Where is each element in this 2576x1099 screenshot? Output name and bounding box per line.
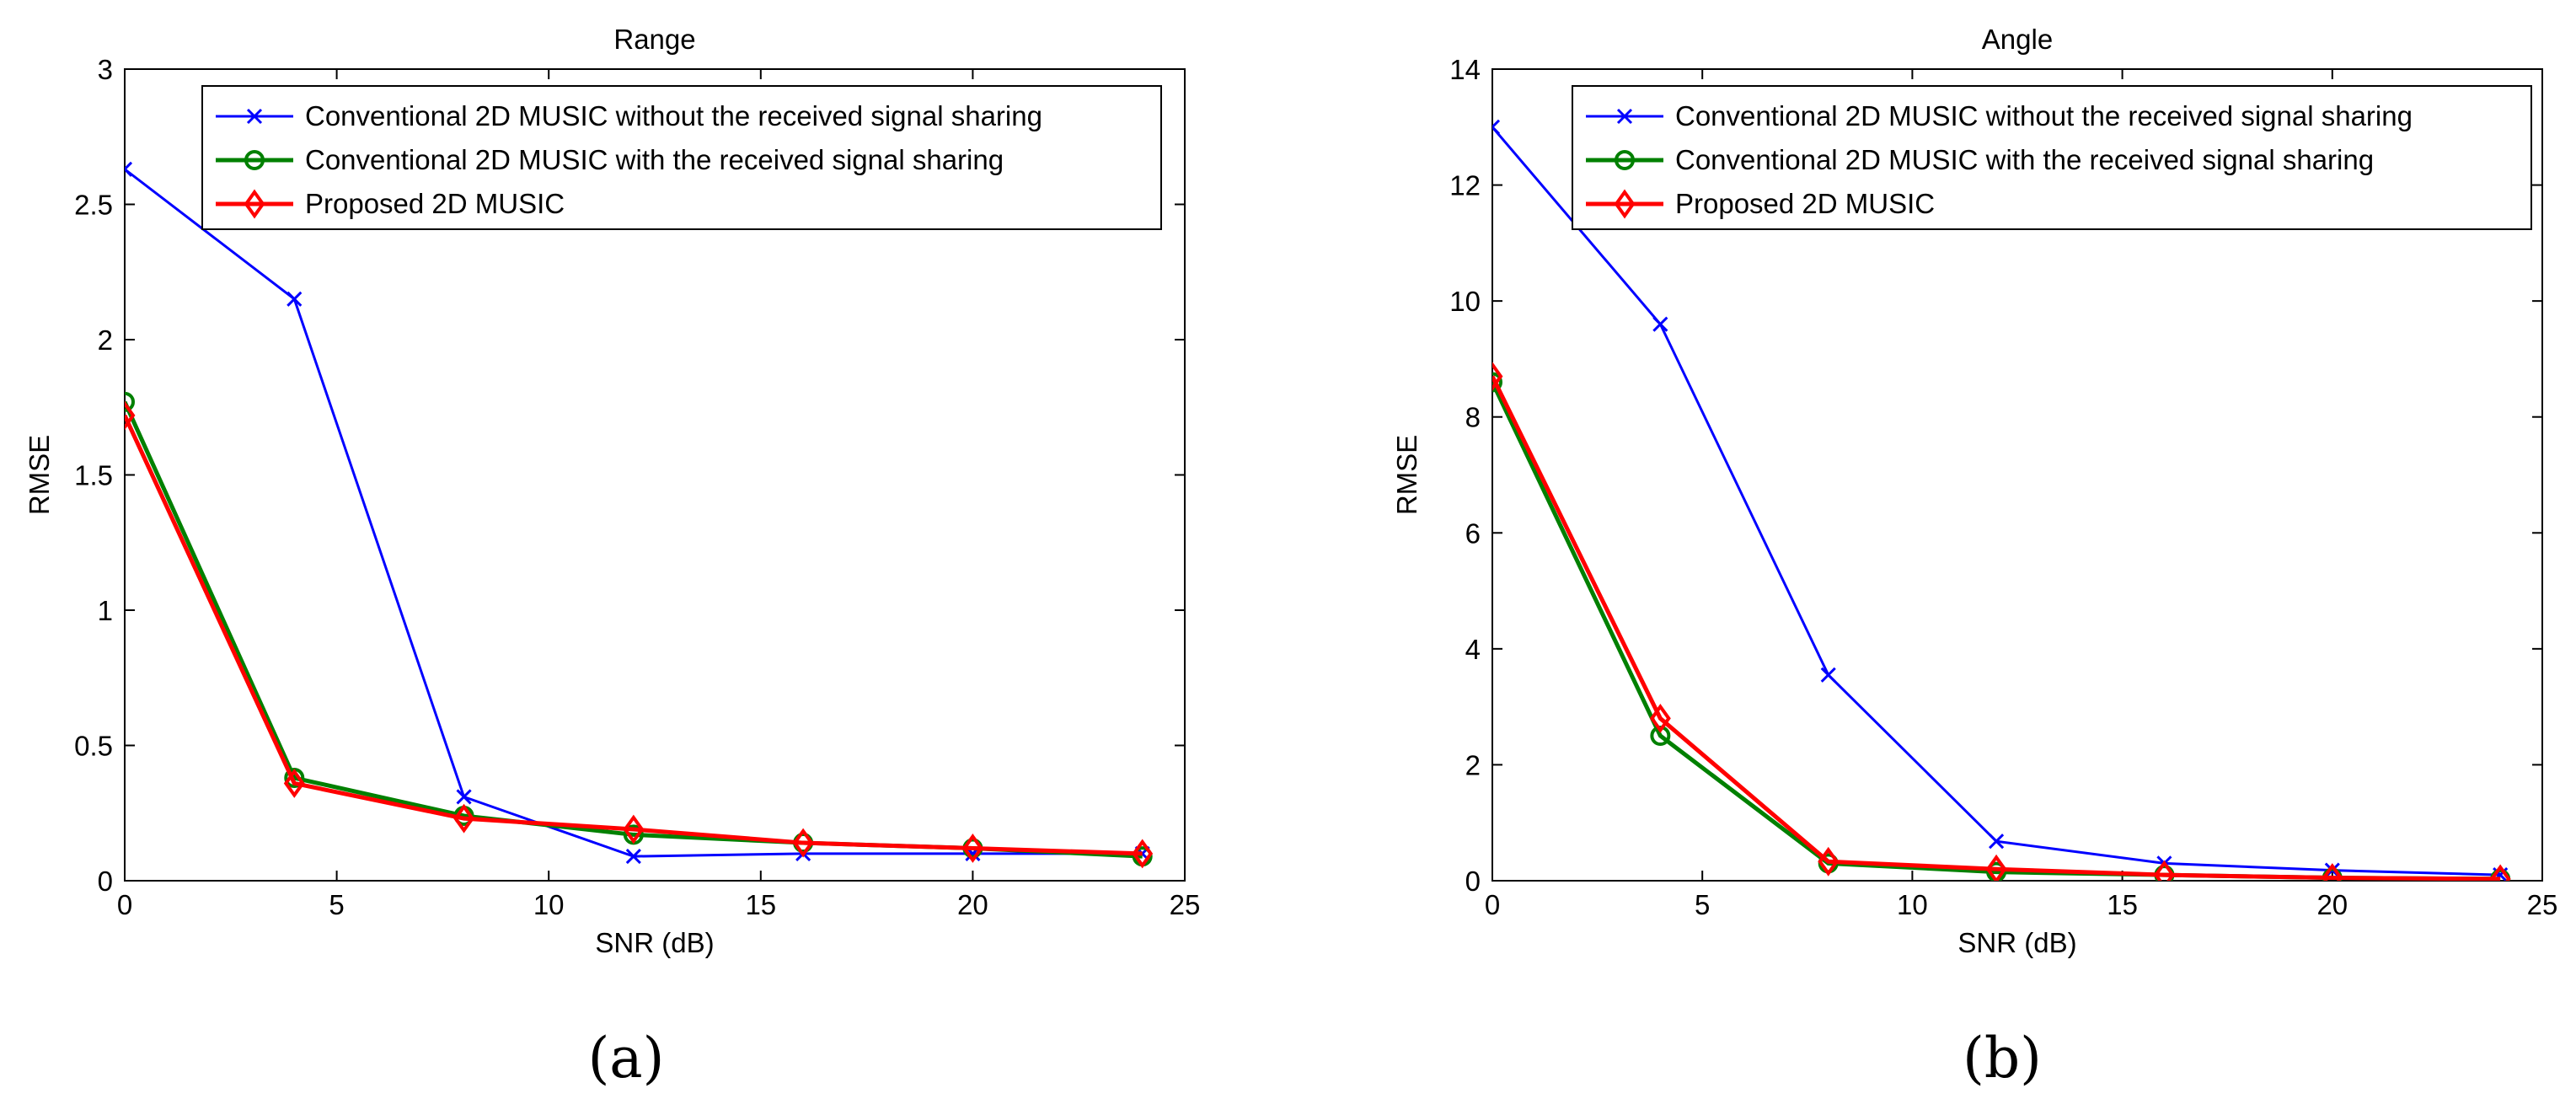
data-point <box>283 768 305 798</box>
y-tick-label: 0.5 <box>74 731 113 762</box>
y-tick-label: 8 <box>1465 402 1481 433</box>
legend: Conventional 2D MUSIC without the receiv… <box>201 85 1162 230</box>
x-tick-label: 20 <box>2316 889 2348 920</box>
data-point <box>244 189 265 219</box>
y-tick-label: 0 <box>98 866 113 897</box>
data-point <box>287 291 303 307</box>
legend-box <box>1572 85 2532 230</box>
y-axis-label: RMSE <box>24 435 55 515</box>
x-tick-label: 25 <box>1170 889 1201 920</box>
data-point <box>623 814 645 844</box>
data-point <box>1132 839 1154 869</box>
data-point-stroke <box>125 161 133 171</box>
x-tick-label: 10 <box>533 889 565 920</box>
y-tick-label: 12 <box>1449 170 1481 201</box>
y-axis-label: RMSE <box>1391 435 1422 515</box>
legend-entry: Conventional 2D MUSIC with the received … <box>305 144 1004 175</box>
data-point <box>1820 667 1836 683</box>
data-point-stroke <box>287 291 303 307</box>
data-point <box>1652 316 1668 332</box>
data-point <box>456 789 472 805</box>
data-point-stroke <box>625 849 641 865</box>
data-point <box>961 834 983 863</box>
chart-panel-b: Angle 0 5 10 15 20 25 0 2 4 6 8 10 12 14 SNR (dB) RMSE Co… <box>1391 24 2557 1091</box>
data-point-stroke <box>1989 834 2005 850</box>
data-point <box>2322 863 2343 881</box>
x-tick-label: 15 <box>745 889 776 920</box>
data-point-stroke <box>1652 316 1668 332</box>
y-tick-label: 14 <box>1449 54 1481 85</box>
data-point <box>1492 372 1502 393</box>
data-point-stroke <box>1820 667 1836 683</box>
legend-entry: Proposed 2D MUSIC <box>305 188 565 219</box>
y-tick-label: 10 <box>1449 286 1481 317</box>
data-point <box>246 108 263 125</box>
series-3 <box>125 400 1154 869</box>
x-axis-label: SNR (dB) <box>595 927 714 958</box>
data-point <box>2489 864 2511 881</box>
data-point-stroke <box>246 108 263 125</box>
x-tick-label: 5 <box>329 889 344 920</box>
x-tick-label: 20 <box>957 889 988 920</box>
x-axis-label: SNR (dB) <box>1957 927 2076 958</box>
x-tick-label: 10 <box>1897 889 1928 920</box>
panel-label: (b) <box>1963 1026 2042 1091</box>
y-tick-label: 1.5 <box>74 460 113 491</box>
data-point <box>125 391 135 412</box>
data-point <box>1649 703 1671 733</box>
chart-title: Range <box>613 24 695 55</box>
y-tick-label: 1 <box>98 595 113 626</box>
legend-entry: Conventional 2D MUSIC without the receiv… <box>1675 100 2413 131</box>
data-point <box>125 400 136 431</box>
y-tick-label: 2 <box>98 324 113 356</box>
series-line <box>1492 375 2501 881</box>
y-tick-label: 4 <box>1465 634 1481 665</box>
data-point <box>244 150 265 170</box>
series-line <box>125 414 1143 856</box>
x-tick-label: 0 <box>117 889 132 920</box>
data-point <box>1818 846 1840 877</box>
y-tick-label: 2.5 <box>74 190 113 221</box>
data-point <box>125 161 133 177</box>
data-point <box>2153 860 2175 881</box>
data-point <box>1614 189 1636 219</box>
panel-label: (a) <box>588 1026 665 1091</box>
data-point <box>625 849 641 865</box>
chart-title: Angle <box>1982 24 2053 55</box>
legend-entry: Conventional 2D MUSIC with the received … <box>1675 144 2374 175</box>
x-tick-label: 25 <box>2527 889 2558 920</box>
y-tick-label: 2 <box>1465 749 1481 780</box>
data-point-stroke <box>1492 119 1501 129</box>
data-point <box>1492 119 1501 135</box>
x-tick-label: 0 <box>1485 889 1500 920</box>
data-point-stroke <box>1616 108 1633 125</box>
legend: Conventional 2D MUSIC without the receiv… <box>1572 85 2532 230</box>
y-tick-label: 6 <box>1465 517 1481 549</box>
legend-entry: Conventional 2D MUSIC without the receiv… <box>305 100 1042 131</box>
y-tick-label: 3 <box>98 54 113 85</box>
data-point-stroke <box>1492 125 1501 135</box>
series-3 <box>1492 362 2511 881</box>
legend-box <box>201 85 1162 230</box>
x-tick-label: 15 <box>2107 889 2138 920</box>
series-1 <box>125 161 1150 865</box>
y-tick-label: 0 <box>1465 866 1481 897</box>
legend-entry: Proposed 2D MUSIC <box>1675 188 1935 219</box>
data-point <box>1615 150 1635 170</box>
chart-panel-a: Range 0 5 10 15 20 25 0 0.5 1 1.5 2 2.5 3 SNR (dB) RMSE… <box>24 24 1200 1091</box>
data-point <box>1492 362 1503 392</box>
data-point-stroke <box>125 167 133 177</box>
data-point <box>1985 854 2007 881</box>
data-point-stroke <box>456 789 472 805</box>
data-point <box>1616 108 1633 125</box>
data-point <box>1989 834 2005 850</box>
x-tick-label: 5 <box>1695 889 1710 920</box>
data-point <box>792 828 814 858</box>
data-point <box>453 803 475 834</box>
